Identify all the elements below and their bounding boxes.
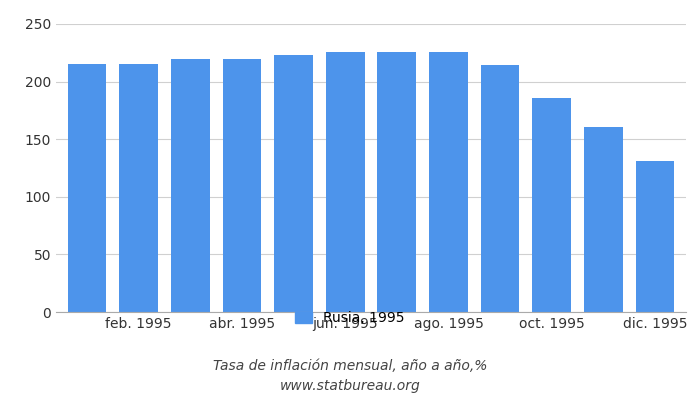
Bar bbox=[223, 58, 261, 312]
Bar bbox=[636, 161, 674, 312]
Text: www.statbureau.org: www.statbureau.org bbox=[279, 379, 421, 393]
Text: Tasa de inflación mensual, año a año,%: Tasa de inflación mensual, año a año,% bbox=[213, 359, 487, 373]
Bar bbox=[68, 64, 106, 312]
Bar bbox=[274, 55, 313, 312]
Bar bbox=[533, 98, 571, 312]
Bar bbox=[429, 52, 468, 312]
Bar bbox=[481, 66, 519, 312]
Bar bbox=[584, 126, 623, 312]
Bar bbox=[119, 64, 158, 312]
Bar bbox=[171, 58, 209, 312]
Bar bbox=[326, 52, 365, 312]
Bar bbox=[377, 52, 416, 312]
Legend: Rusia, 1995: Rusia, 1995 bbox=[290, 306, 410, 331]
